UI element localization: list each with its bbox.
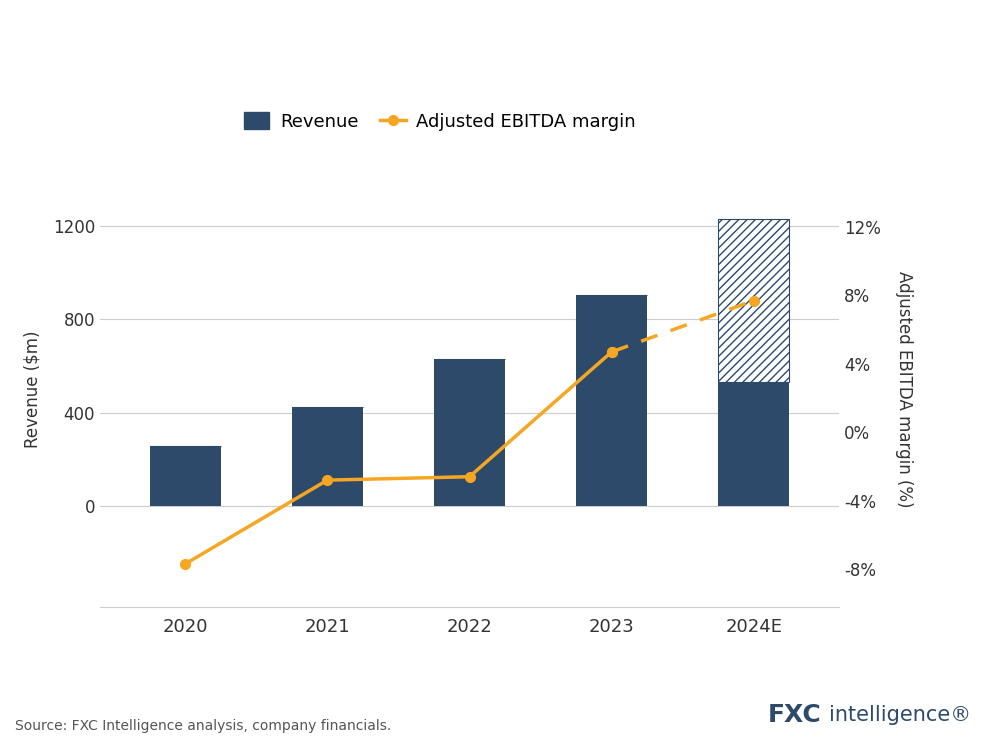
Text: Full-year revenue and adjusted EBITDA margin, 2020-2023 and 2024E: Full-year revenue and adjusted EBITDA ma… [15,97,647,115]
Bar [718,383,789,506]
Bar [718,219,789,383]
Text: Source: FXC Intelligence analysis, company financials.: Source: FXC Intelligence analysis, compa… [15,718,392,733]
Bar [292,407,363,506]
Legend: Revenue, Adjusted EBITDA margin: Revenue, Adjusted EBITDA margin [237,106,643,138]
Text: FXC: FXC [768,703,821,727]
Y-axis label: Revenue ($m): Revenue ($m) [24,331,42,448]
Bar [576,295,647,506]
Text: Remitly slightly ups FY 2024 outlook amid strong Q2 results: Remitly slightly ups FY 2024 outlook ami… [15,39,959,67]
Y-axis label: Adjusted EBITDA margin (%): Adjusted EBITDA margin (%) [895,271,913,508]
Bar [434,359,505,506]
Bar [150,446,221,506]
Text: intelligence®: intelligence® [828,706,971,725]
